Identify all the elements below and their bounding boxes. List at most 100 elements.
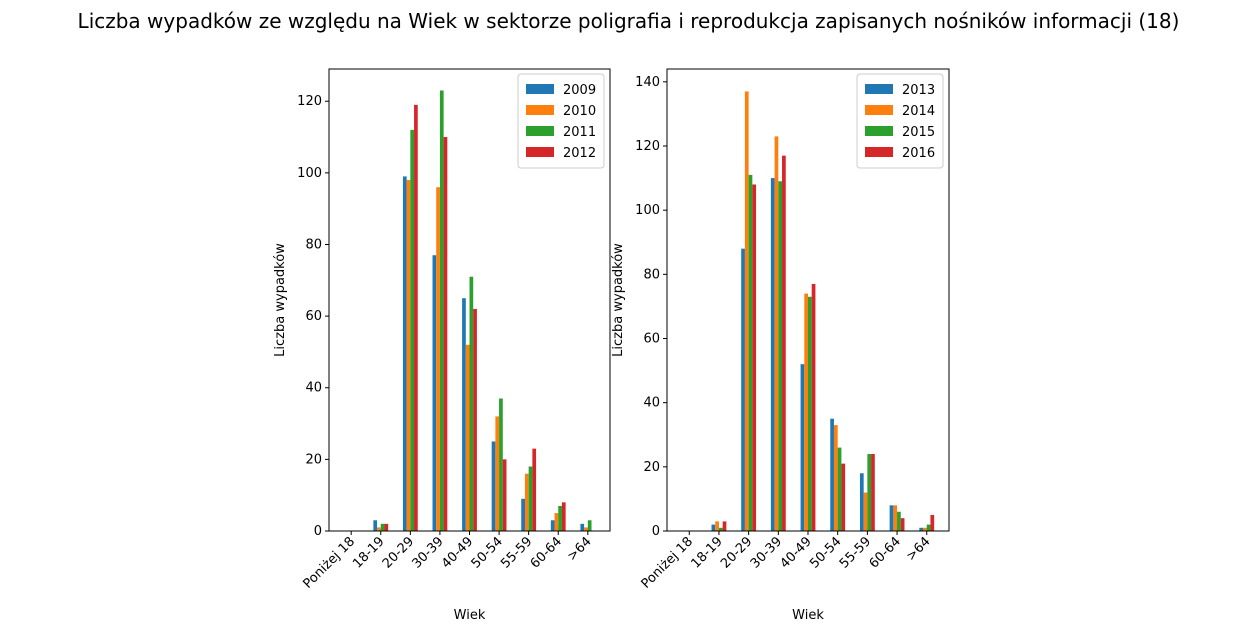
bar-2011-1 bbox=[380, 523, 385, 531]
bar-2012-3 bbox=[443, 137, 448, 532]
x-tick-label: 30-39 bbox=[748, 534, 785, 571]
x-tick-label: 60-64 bbox=[867, 534, 904, 571]
bar-2010-5 bbox=[495, 416, 500, 531]
bar-2013-4 bbox=[800, 364, 805, 531]
bar-2009-8 bbox=[580, 523, 585, 531]
bar-2009-2 bbox=[402, 176, 407, 531]
bar-2010-2 bbox=[406, 180, 411, 531]
bar-2011-6 bbox=[528, 466, 533, 531]
legend-label: 2010 bbox=[563, 104, 596, 119]
x-tick-label: 40-49 bbox=[778, 534, 815, 571]
legend-swatch-2011 bbox=[526, 126, 554, 136]
bar-2015-5 bbox=[837, 447, 842, 531]
bar-2016-1 bbox=[722, 521, 727, 532]
bar-2015-6 bbox=[867, 454, 872, 531]
legend-label: 2011 bbox=[563, 125, 596, 140]
y-tick-label: 20 bbox=[643, 460, 660, 475]
y-tick-label: 40 bbox=[643, 396, 660, 411]
bar-2011-4 bbox=[469, 276, 474, 531]
x-tick-label: 50-54 bbox=[807, 534, 844, 571]
bar-2013-1 bbox=[711, 524, 716, 531]
legend: 2009 2010 2011 2012 bbox=[517, 73, 605, 169]
bar-2014-4 bbox=[804, 293, 808, 531]
figure-title: Liczba wypadków ze względu na Wiek w sek… bbox=[77, 9, 1180, 33]
legend-box bbox=[856, 73, 944, 169]
y-tick-label: 140 bbox=[635, 75, 660, 90]
legend-label: 2014 bbox=[902, 104, 935, 119]
y-tick-label: 40 bbox=[305, 381, 322, 396]
bar-2010-4 bbox=[465, 344, 470, 531]
bar-2015-1 bbox=[718, 527, 723, 531]
bar-2015-7 bbox=[897, 511, 901, 531]
x-tick-label: 20-29 bbox=[718, 534, 755, 571]
y-tick-label: 80 bbox=[305, 237, 322, 252]
legend-swatch-2009 bbox=[526, 84, 554, 94]
bar-2014-8 bbox=[923, 527, 927, 531]
bar-2012-5 bbox=[502, 459, 507, 531]
legend-swatch-2016 bbox=[865, 147, 893, 157]
bar-2013-7 bbox=[889, 505, 894, 531]
x-tick-label: >64 bbox=[904, 534, 934, 564]
bar-2012-7 bbox=[561, 502, 566, 531]
y-tick-label: 20 bbox=[305, 452, 322, 467]
bar-2014-7 bbox=[893, 505, 898, 531]
y-tick-label: 100 bbox=[297, 166, 322, 181]
bar-2013-5 bbox=[830, 418, 834, 531]
bar-2010-8 bbox=[584, 527, 588, 531]
y-tick-label: 120 bbox=[635, 139, 660, 154]
bar-2014-6 bbox=[863, 492, 868, 531]
bar-2009-6 bbox=[521, 498, 525, 531]
bar-2011-3 bbox=[439, 90, 444, 532]
bar-2011-2 bbox=[410, 129, 415, 531]
y-tick-label: 0 bbox=[314, 524, 322, 539]
bar-2012-6 bbox=[532, 448, 537, 531]
bar-2016-8 bbox=[930, 514, 935, 531]
bar-2014-1 bbox=[715, 521, 719, 532]
bar-2013-6 bbox=[859, 473, 864, 531]
bar-2011-7 bbox=[558, 505, 562, 531]
bar-2013-2 bbox=[741, 248, 745, 532]
legend: 2013 2014 2015 2016 bbox=[856, 73, 944, 169]
legend-box bbox=[517, 73, 605, 169]
bar-2015-2 bbox=[748, 174, 753, 532]
bar-2009-7 bbox=[550, 520, 555, 531]
legend-label: 2013 bbox=[902, 83, 935, 98]
legend-swatch-2012 bbox=[526, 147, 554, 157]
bar-2010-6 bbox=[524, 473, 529, 531]
bar-2016-6 bbox=[871, 454, 875, 531]
bar-2016-2 bbox=[752, 184, 757, 531]
bar-2009-3 bbox=[432, 255, 437, 532]
legend-swatch-2010 bbox=[526, 105, 554, 115]
bar-2012-4 bbox=[473, 308, 477, 531]
bar-2011-8 bbox=[587, 520, 592, 531]
x-tick-label: 55-59 bbox=[837, 534, 874, 571]
bar-2016-3 bbox=[782, 155, 786, 532]
x-axis-label: Wiek bbox=[792, 608, 824, 623]
bar-2010-1 bbox=[377, 527, 381, 531]
bar-2009-5 bbox=[491, 441, 496, 531]
legend-swatch-2015 bbox=[865, 126, 893, 136]
legend-label: 2016 bbox=[902, 146, 935, 161]
bar-2011-5 bbox=[499, 398, 503, 531]
bar-2016-7 bbox=[900, 518, 905, 531]
bar-2009-4 bbox=[462, 298, 466, 531]
y-axis-label: Liczba wypadków bbox=[273, 243, 288, 357]
x-tick-label: 18-19 bbox=[688, 534, 725, 571]
bar-2013-8 bbox=[919, 527, 924, 531]
bar-2012-1 bbox=[384, 523, 389, 531]
bar-2010-7 bbox=[554, 513, 559, 531]
legend-swatch-2014 bbox=[865, 105, 893, 115]
bar-2015-3 bbox=[778, 181, 783, 532]
legend-label: 2009 bbox=[563, 83, 596, 98]
bar-2016-5 bbox=[841, 463, 846, 532]
bar-2014-5 bbox=[833, 425, 838, 532]
y-tick-label: 120 bbox=[297, 94, 322, 109]
bar-2016-4 bbox=[811, 283, 816, 531]
y-tick-label: 60 bbox=[643, 332, 660, 347]
legend-label: 2015 bbox=[902, 125, 935, 140]
y-tick-label: 80 bbox=[643, 267, 660, 282]
bar-2012-2 bbox=[414, 104, 418, 531]
